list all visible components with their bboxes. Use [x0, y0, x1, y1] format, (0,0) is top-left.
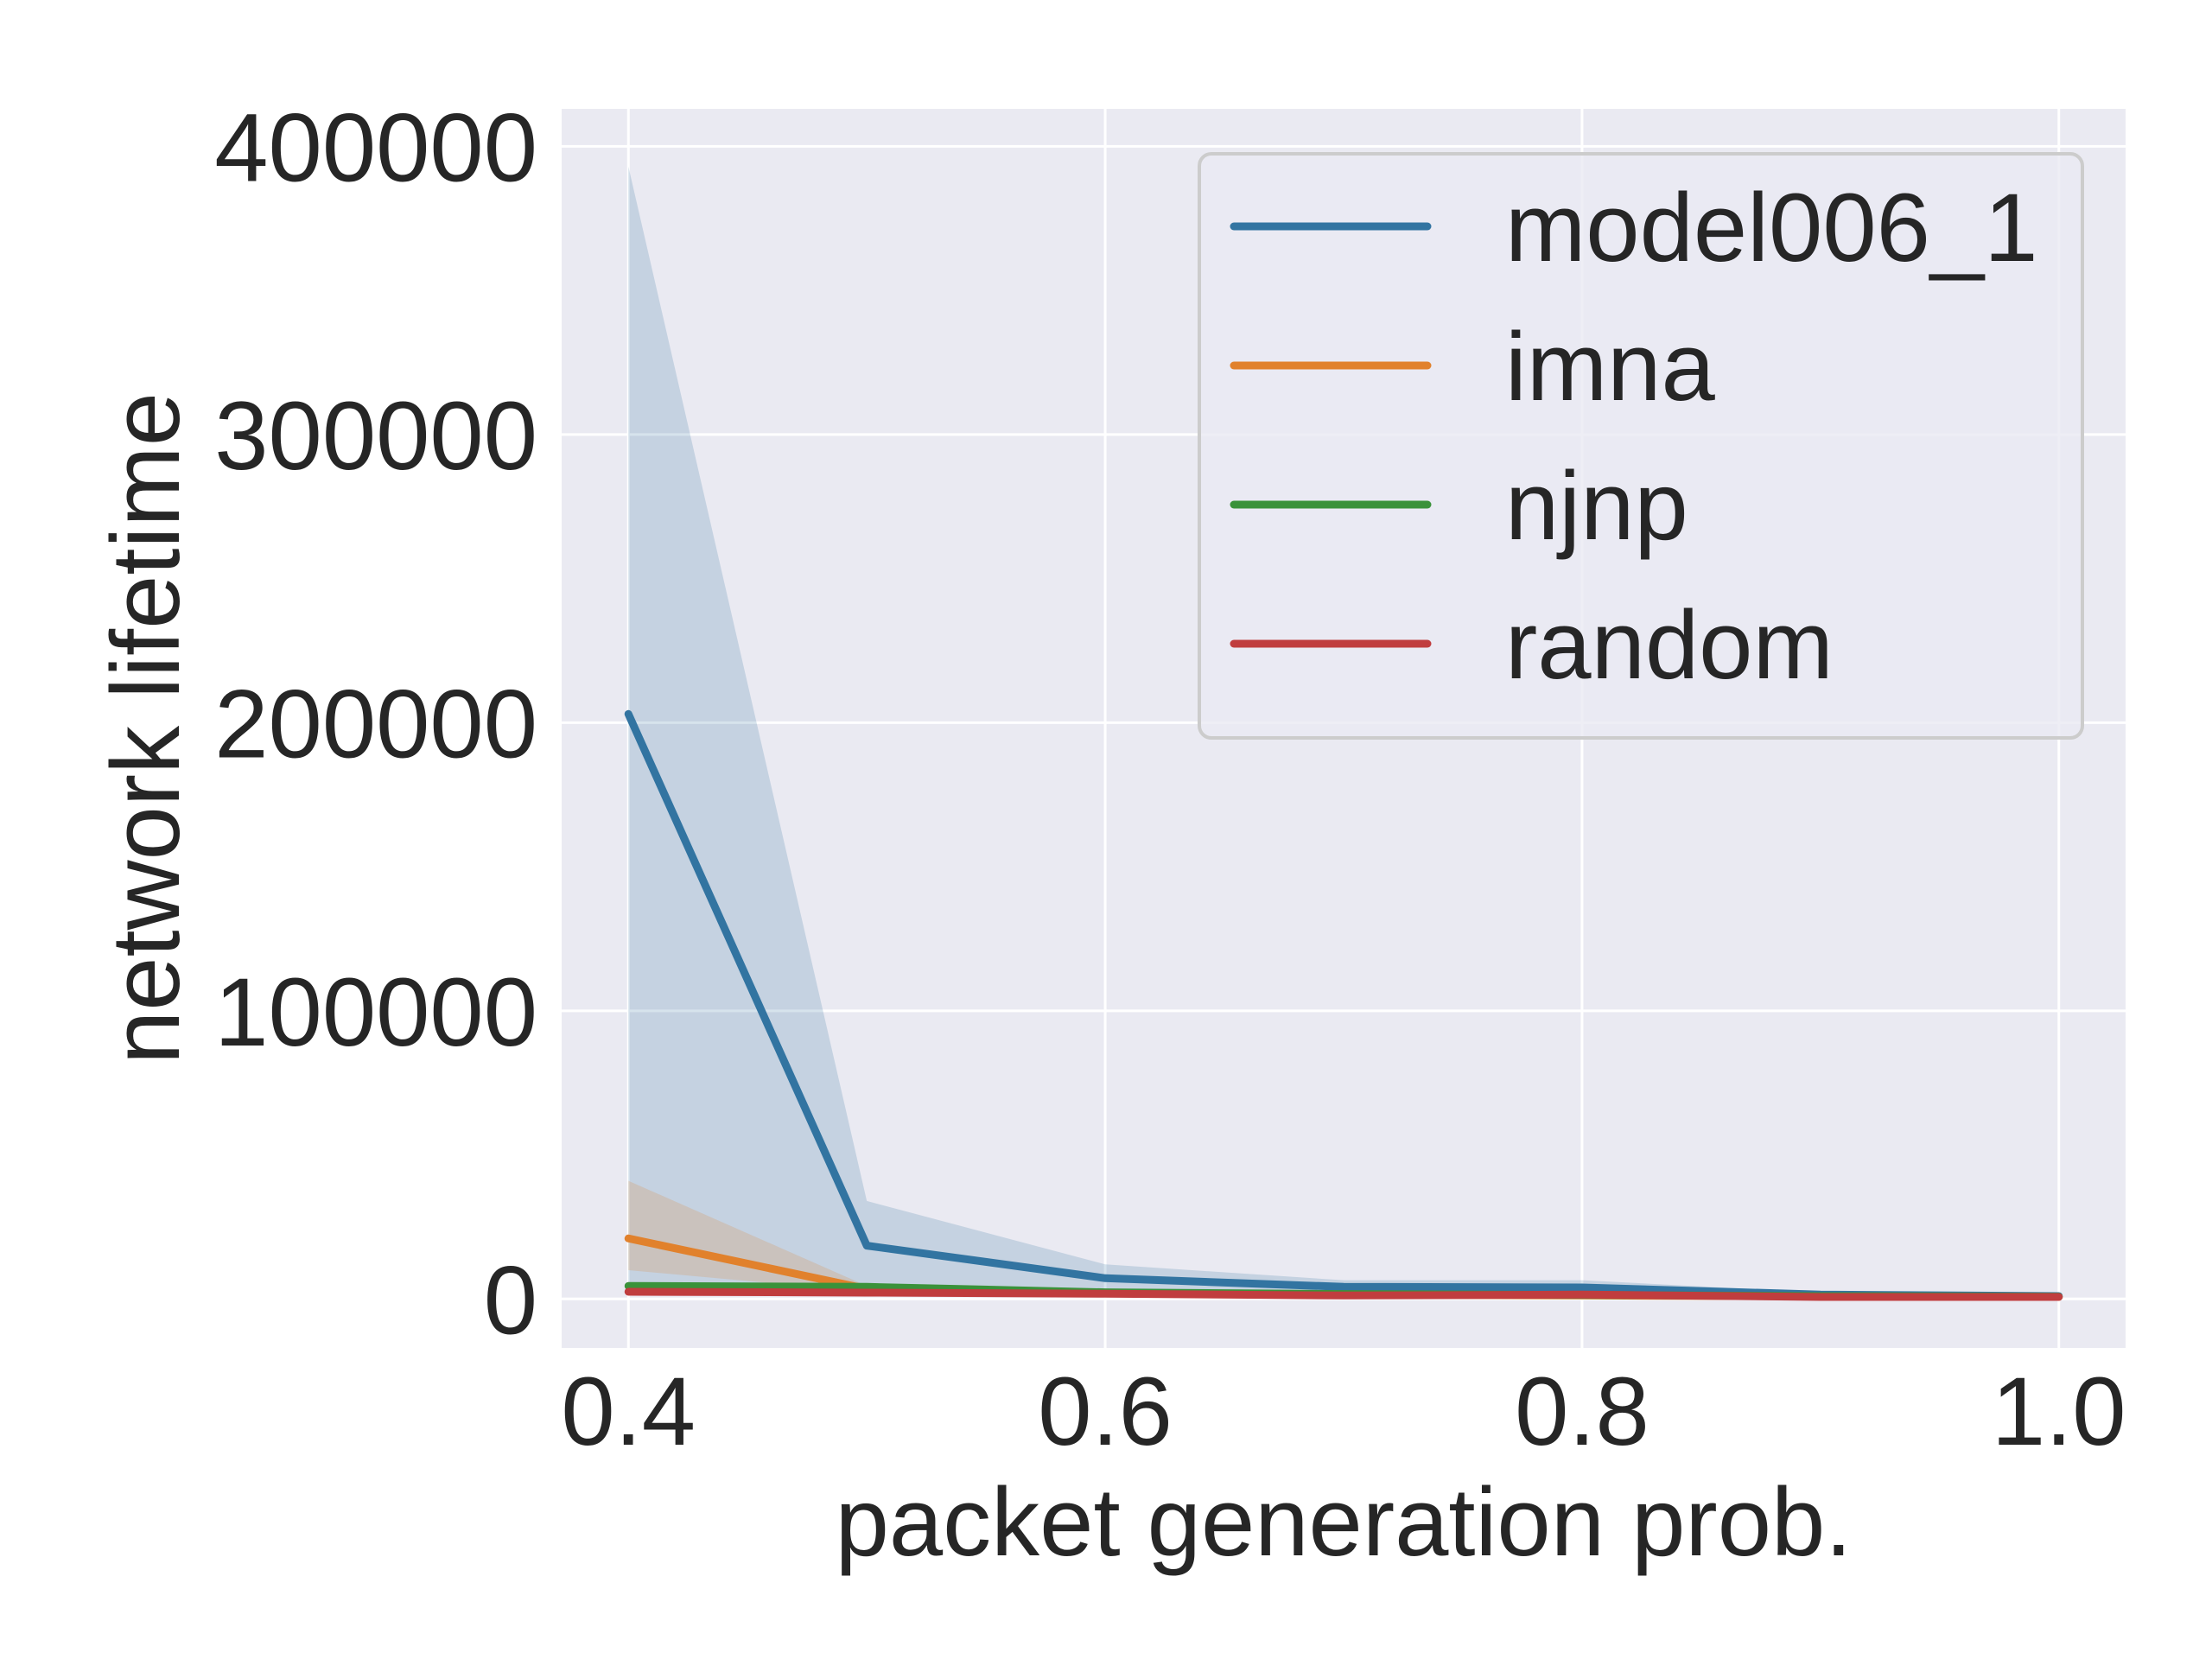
x-tick-label: 1.0 [1992, 1357, 2126, 1465]
legend-label: njnp [1505, 452, 1688, 560]
x-tick-label: 0.6 [1038, 1357, 1173, 1465]
legend-label: random [1505, 591, 1834, 699]
y-axis-label: network lifetime [92, 392, 200, 1065]
x-axis-label: packet generation prob. [836, 1468, 1853, 1576]
y-tick-label: 200000 [214, 670, 537, 778]
y-tick-labels: 0 100000 200000 300000 400000 [214, 93, 537, 1354]
series-lines [624, 709, 2063, 1301]
x-tick-labels: 0.4 0.6 0.8 1.0 [561, 1357, 2126, 1465]
band-model006_1 [628, 166, 2059, 1298]
y-tick-label: 300000 [214, 382, 537, 490]
legend-label: imna [1505, 313, 1715, 421]
y-tick-label: 400000 [214, 93, 537, 201]
legend-box [1198, 152, 2084, 740]
x-tick-label: 0.4 [561, 1357, 696, 1465]
x-tick-label: 0.8 [1515, 1357, 1649, 1465]
y-tick-label: 100000 [214, 958, 537, 1066]
legend-label: model006_1 [1505, 174, 2038, 282]
y-tick-label: 0 [484, 1246, 537, 1354]
